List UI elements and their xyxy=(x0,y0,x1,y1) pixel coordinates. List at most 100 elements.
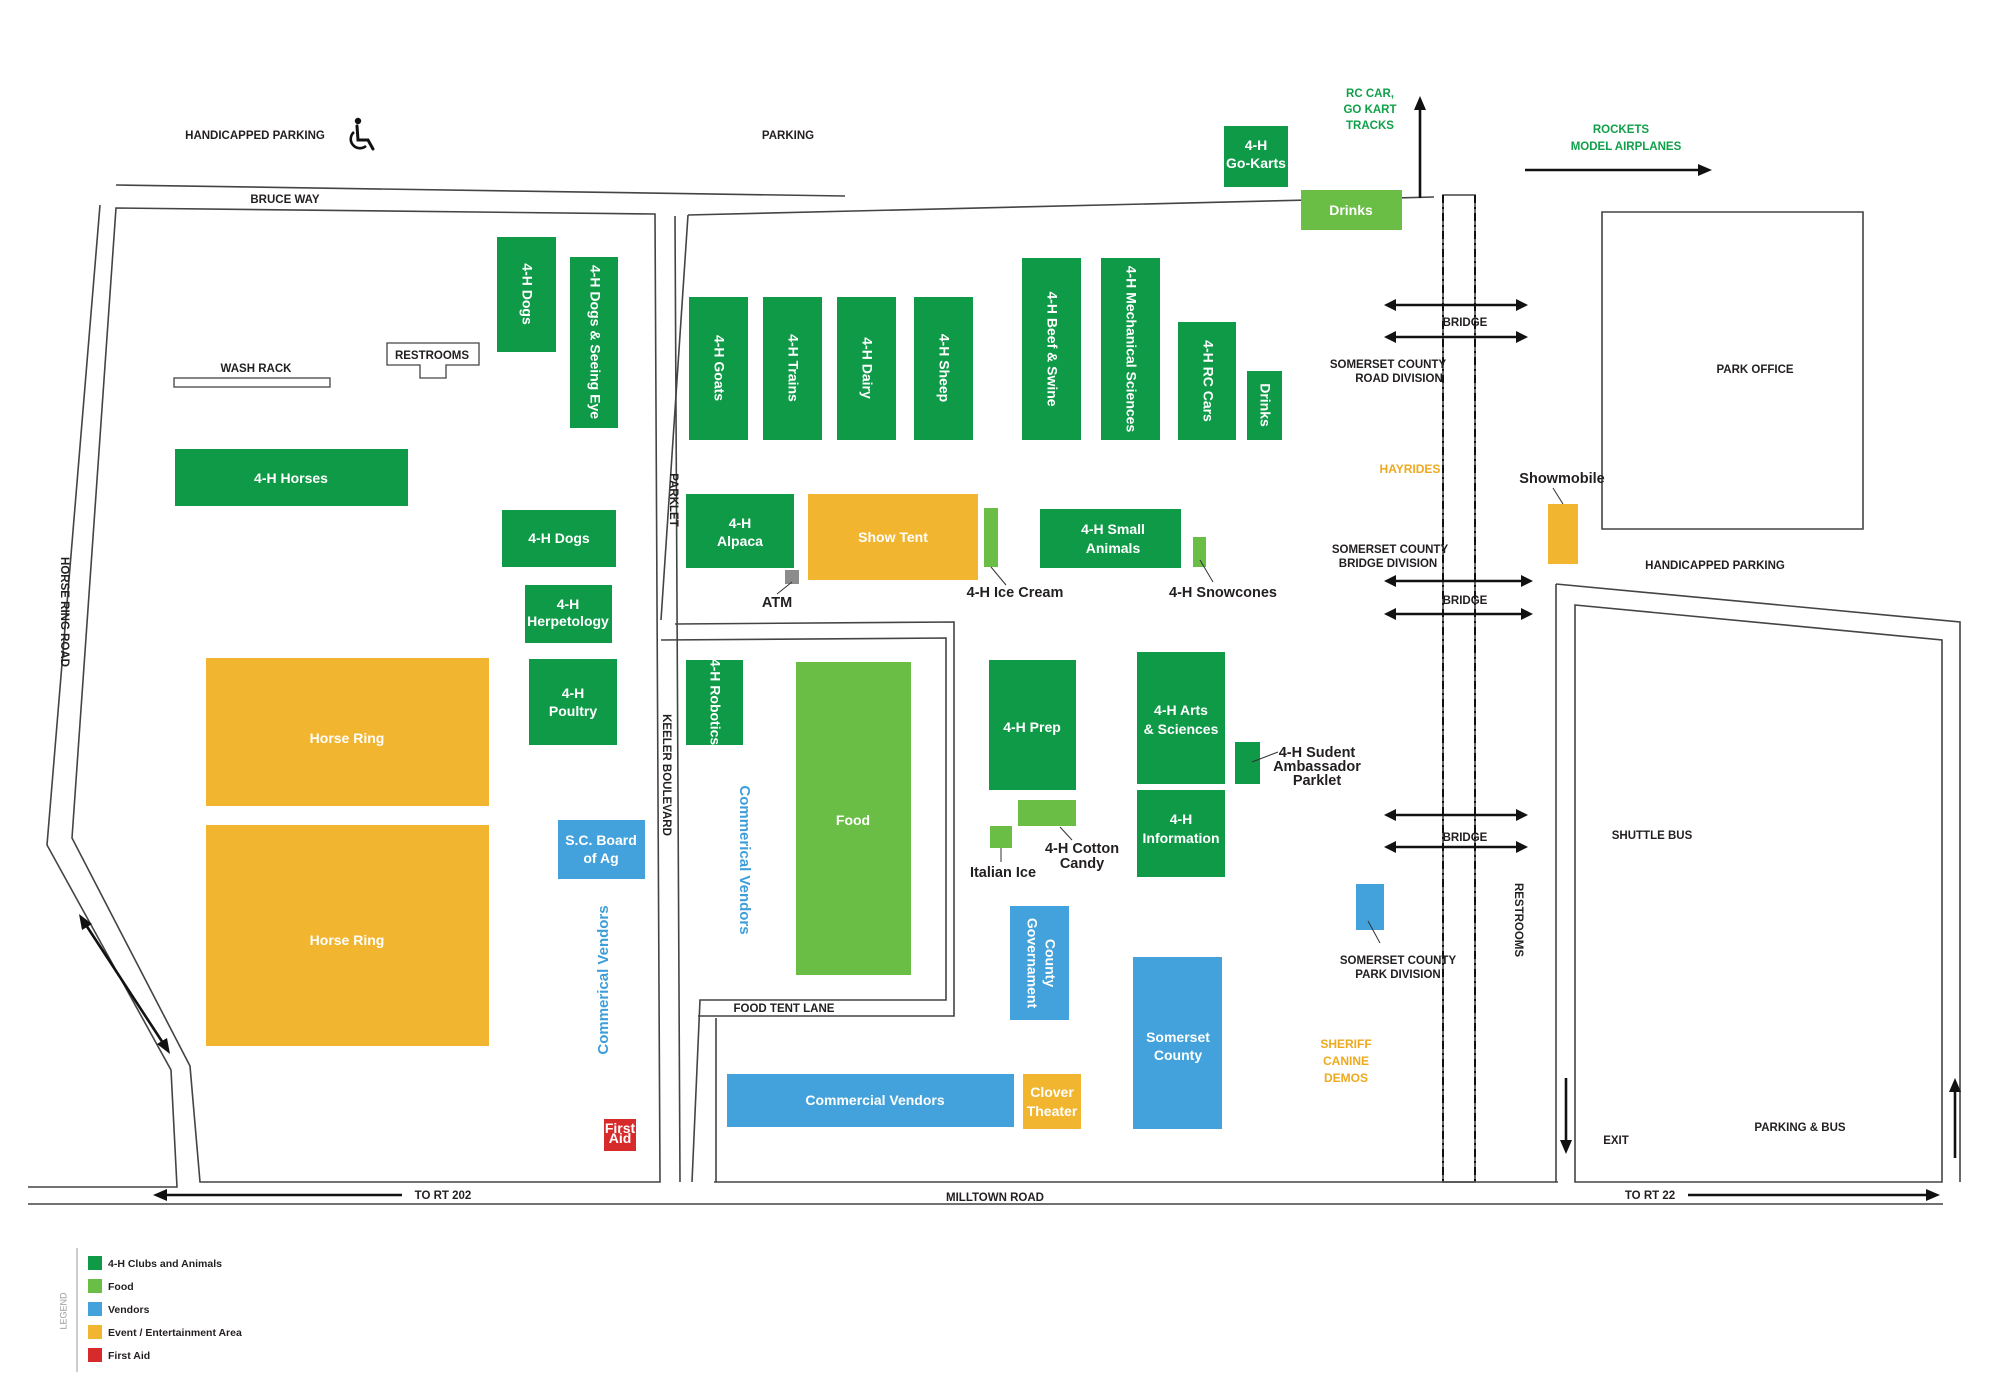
legend-title: LEGEND xyxy=(58,1292,68,1330)
commercial-vendors-vertical-left: Commerical Vendors xyxy=(595,905,612,1054)
legend-swatch-vendors xyxy=(88,1302,102,1316)
sheriff-label-2: CANINE xyxy=(1323,1054,1369,1068)
building-labels: 4-H Go-Karts Drinks 4-H Dogs 4-H Dogs & … xyxy=(254,137,1373,1146)
sheep-label: 4-H Sheep xyxy=(936,334,952,402)
ambassador-label-3: Parklet xyxy=(1293,773,1342,789)
direction-arrows xyxy=(79,96,1961,1201)
goats-label: 4-H Goats xyxy=(711,335,727,401)
herpetology-label-2: Herpetology xyxy=(527,613,609,629)
commercial-vendors-label: Commercial Vendors xyxy=(805,1092,944,1108)
horse-ring-label-1: Horse Ring xyxy=(310,730,385,746)
food-tent-lane-label: FOOD TENT LANE xyxy=(734,1003,835,1015)
sheriff-label-3: DEMOS xyxy=(1324,1071,1368,1085)
board-ag-label-2: of Ag xyxy=(583,850,618,866)
first-aid-label-1: First xyxy=(605,1120,636,1136)
shuttle-bus-label: SHUTTLE BUS xyxy=(1612,830,1693,842)
milltown-road-label: MILLTOWN ROAD xyxy=(946,1192,1044,1204)
trains-label: 4-H Trains xyxy=(785,334,801,402)
to-rt202-label: TO RT 202 xyxy=(415,1190,472,1202)
bridge-division-label-1: SOMERSET COUNTY xyxy=(1332,544,1449,556)
restrooms-outline xyxy=(386,342,480,379)
horse-ring-road-label: HORSE RING ROAD xyxy=(58,557,70,667)
exit-label: EXIT xyxy=(1603,1135,1629,1147)
poultry-label-2: Poultry xyxy=(549,703,597,719)
atm-label: ATM xyxy=(762,595,792,611)
alpaca-label-1: 4-H xyxy=(729,515,752,531)
park-division-label-2: PARK DIVISION xyxy=(1355,969,1440,981)
arts-sciences-label-1: 4-H Arts xyxy=(1154,702,1208,718)
information-label-1: 4-H xyxy=(1170,811,1193,827)
rockets-label-2: MODEL AIRPLANES xyxy=(1571,141,1682,153)
somerset-county-label-1: Somerset xyxy=(1146,1029,1210,1045)
wash-rack-label: WASH RACK xyxy=(221,363,293,375)
go-karts-label-1: 4-H xyxy=(1245,137,1268,153)
small-animals-label-1: 4-H Small xyxy=(1081,521,1145,537)
dogs-seeing-eye-label: 4-H Dogs & Seeing Eye xyxy=(587,265,603,419)
clover-theater-label-1: Clover xyxy=(1030,1084,1074,1100)
herpetology-label-1: 4-H xyxy=(557,596,580,612)
somerset-county-label-2: County xyxy=(1154,1047,1202,1063)
ambassador-label-1: 4-H Sudent xyxy=(1279,745,1356,761)
commercial-vendors-vertical-center: Commerical Vendors xyxy=(736,785,753,934)
robotics-label: 4-H Robotics xyxy=(707,659,723,746)
handicapped-parking-top-label: HANDICAPPED PARKING xyxy=(185,130,325,142)
small-animals-label-2: Animals xyxy=(1086,540,1141,556)
mech-sci-label: 4-H Mechanical Sciences xyxy=(1123,266,1139,433)
alpaca-label-2: Alpaca xyxy=(717,533,763,549)
leader-lines xyxy=(776,487,1564,944)
horse-ring-label-2: Horse Ring xyxy=(310,932,385,948)
legend-label-event: Event / Entertainment Area xyxy=(108,1327,242,1339)
food-tent-label: Food xyxy=(836,812,870,828)
buildings xyxy=(175,126,1578,1151)
bridge-label-1: BRIDGE xyxy=(1443,317,1488,329)
beef-swine-label: 4-H Beef & Swine xyxy=(1044,291,1060,406)
to-rt22-label: TO RT 22 xyxy=(1625,1190,1675,1202)
legend-label-vendors: Vendors xyxy=(108,1304,150,1316)
handicapped-parking-right-label: HANDICAPPED PARKING xyxy=(1645,560,1785,572)
legend: LEGEND 4-H Clubs and Animals Food Vendor… xyxy=(58,1248,242,1372)
restrooms-vertical-label: RESTROOMS xyxy=(1512,883,1524,957)
keeler-boulevard-label: KEELER BOULEVARD xyxy=(660,714,672,836)
cotton-candy-label-2: Candy xyxy=(1060,856,1104,872)
legend-swatch-clubs xyxy=(88,1256,102,1270)
showmobile-label: Showmobile xyxy=(1519,471,1604,487)
hayrides-label: HAYRIDES xyxy=(1380,462,1441,476)
road-division-label-1: SOMERSET COUNTY xyxy=(1330,359,1447,371)
parking-top-label: PARKING xyxy=(762,130,814,142)
legend-label-clubs: 4-H Clubs and Animals xyxy=(108,1258,222,1270)
drinks-vertical-label: Drinks xyxy=(1257,383,1273,427)
rc-tracks-label-3: TRACKS xyxy=(1346,120,1394,132)
road-division-label-2: ROAD DIVISION xyxy=(1355,373,1443,385)
go-karts-label-2: Go-Karts xyxy=(1226,155,1286,171)
bruce-way-label: BRUCE WAY xyxy=(250,194,320,206)
ambassador-label-2: Ambassador xyxy=(1273,759,1361,775)
rc-cars-label: 4-H RC Cars xyxy=(1200,340,1216,422)
ice-cream-label: 4-H Ice Cream xyxy=(967,585,1064,601)
bridge-arrows xyxy=(1384,299,1533,853)
rc-tracks-label-2: GO KART xyxy=(1343,104,1396,116)
drinks-top-label: Drinks xyxy=(1329,202,1373,218)
italian-ice-label: Italian Ice xyxy=(970,865,1036,881)
horses-label: 4-H Horses xyxy=(254,470,328,486)
wheelchair-icon xyxy=(349,117,375,151)
legend-swatch-food xyxy=(88,1279,102,1293)
bridge-division-label-2: BRIDGE DIVISION xyxy=(1339,558,1437,570)
restrooms-label: RESTROOMS xyxy=(395,350,469,362)
dogs-horizontal-label: 4-H Dogs xyxy=(528,530,590,546)
legend-swatch-first-aid xyxy=(88,1348,102,1362)
legend-swatch-event xyxy=(88,1325,102,1339)
map-labels: HANDICAPPED PARKING PARKING RC CAR, GO K… xyxy=(58,88,1846,1204)
prep-label: 4-H Prep xyxy=(1003,719,1061,735)
dogs-vertical-label: 4-H Dogs xyxy=(519,263,535,325)
snowcones-label: 4-H Snowcones xyxy=(1169,585,1277,601)
sheriff-label-1: SHERIFF xyxy=(1320,1037,1371,1051)
park-office-label: PARK OFFICE xyxy=(1716,364,1793,376)
wash-rack-outline xyxy=(173,377,331,388)
park-division-label-1: SOMERSET COUNTY xyxy=(1340,955,1457,967)
rockets-label-1: ROCKETS xyxy=(1593,124,1650,136)
clover-theater-label-2: Theater xyxy=(1027,1103,1078,1119)
dairy-label: 4-H Dairy xyxy=(859,337,875,399)
show-tent-label: Show Tent xyxy=(858,529,928,545)
bridge-label-2: BRIDGE xyxy=(1443,595,1488,607)
